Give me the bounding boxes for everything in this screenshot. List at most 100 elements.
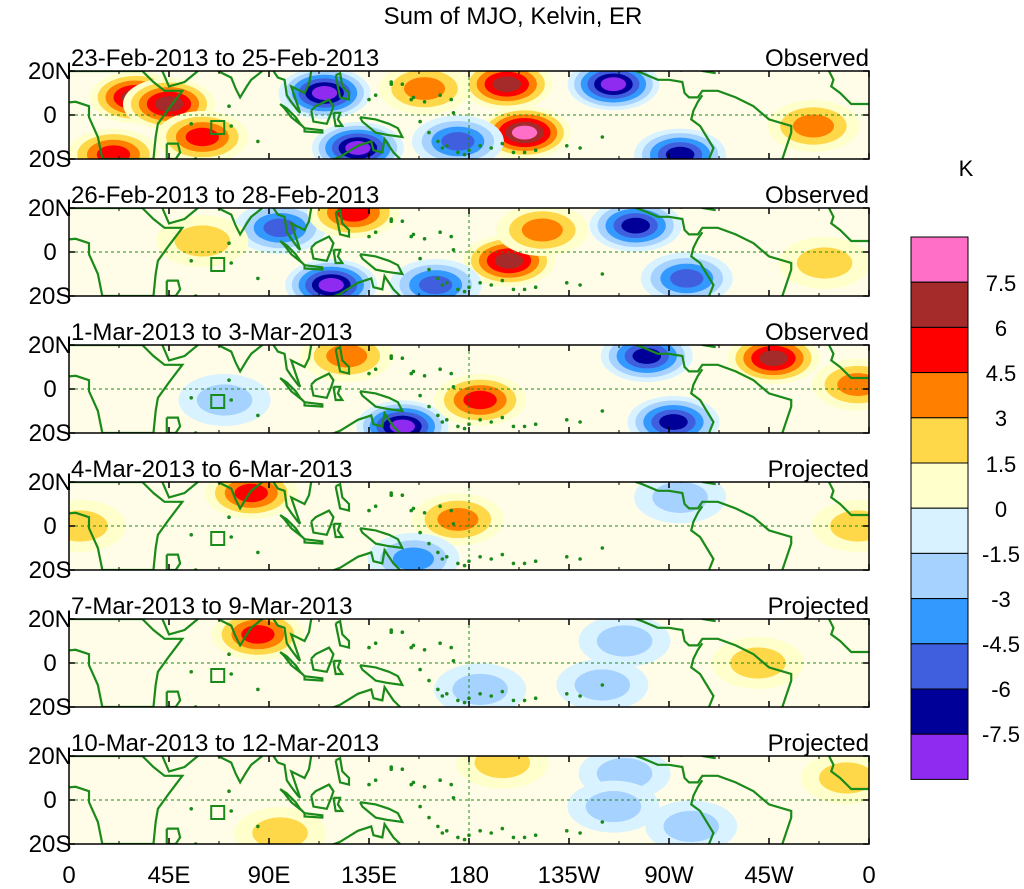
island	[189, 533, 194, 537]
island	[373, 641, 378, 645]
panel-date-range: 23-Feb-2013 to 25-Feb-2013	[71, 45, 379, 72]
x-tick-label: 0	[62, 862, 75, 889]
island	[489, 694, 494, 698]
island	[511, 287, 516, 292]
island	[373, 778, 378, 782]
coastline	[332, 796, 345, 813]
region-box-marker	[210, 257, 226, 272]
island	[436, 550, 440, 555]
coastline	[689, 368, 715, 433]
island	[440, 831, 445, 835]
island	[533, 148, 538, 152]
colorbar-swatch	[910, 598, 969, 645]
anomaly-field	[156, 208, 869, 296]
coastline	[310, 646, 335, 674]
colorbar-swatch	[910, 688, 969, 735]
anomaly-contour	[437, 507, 479, 531]
anomaly-contour	[234, 483, 268, 503]
island	[438, 778, 442, 782]
island	[367, 782, 371, 787]
island	[229, 124, 234, 128]
colorbar-label: -4.5	[982, 632, 1020, 657]
island	[533, 833, 538, 837]
x-tick-label: 45W	[744, 862, 794, 889]
coastline	[165, 416, 182, 433]
coastline	[69, 619, 185, 707]
anomaly-contour	[96, 145, 131, 159]
island	[522, 698, 527, 703]
island	[462, 563, 467, 568]
coastline	[161, 482, 199, 499]
island	[256, 824, 260, 829]
island	[389, 767, 394, 771]
colorbar-swatch	[910, 462, 969, 509]
anomaly-contour	[792, 114, 834, 138]
coastlines	[69, 71, 869, 159]
colorbar-label: 7.5	[986, 271, 1017, 296]
x-tick-label: 135W	[538, 862, 601, 889]
coastline	[303, 127, 324, 134]
island	[440, 420, 445, 424]
island	[511, 698, 516, 703]
coastline	[161, 756, 199, 773]
anomaly-contour	[474, 756, 531, 779]
coastlines	[69, 756, 869, 844]
y-tick-label: 20S	[29, 694, 72, 721]
island	[478, 692, 482, 696]
x-tick-label: 0	[862, 862, 875, 889]
coastline	[334, 619, 351, 650]
island	[229, 672, 234, 676]
island	[478, 418, 482, 422]
colorbar-swatch	[910, 417, 969, 464]
x-tick-label: 90E	[248, 862, 291, 889]
anomaly-contour	[596, 625, 653, 657]
island	[409, 645, 414, 650]
anomaly-contour	[600, 77, 627, 92]
coastline	[359, 664, 405, 687]
island	[451, 796, 456, 800]
island	[422, 511, 427, 515]
island	[400, 767, 405, 771]
island	[456, 561, 460, 566]
island	[462, 837, 467, 842]
island	[533, 422, 538, 427]
island	[564, 144, 569, 148]
coastline	[272, 482, 313, 525]
island	[227, 241, 231, 245]
island	[522, 287, 527, 292]
island	[444, 829, 449, 833]
coastline	[161, 619, 199, 636]
coastline	[320, 684, 401, 707]
coastline	[828, 208, 869, 243]
island	[451, 659, 456, 663]
island	[411, 780, 416, 785]
coastline	[689, 642, 715, 707]
island	[444, 555, 449, 559]
coastline	[165, 279, 182, 296]
y-tick-label: 0	[43, 239, 56, 266]
island	[438, 230, 442, 234]
coastline	[272, 208, 313, 251]
island	[389, 219, 394, 223]
island	[436, 687, 440, 692]
panel-status: Observed	[765, 182, 869, 209]
coastline	[217, 756, 264, 785]
anomaly-contour	[652, 482, 708, 513]
coastline	[165, 553, 182, 570]
coastline	[334, 482, 351, 513]
island	[189, 807, 194, 811]
island	[227, 789, 231, 793]
colorbar-label: 0	[995, 497, 1007, 522]
coastline	[680, 619, 716, 623]
island	[511, 561, 516, 566]
island	[438, 367, 442, 372]
island	[478, 555, 482, 559]
anomaly-contour	[463, 390, 497, 410]
region-box-marker	[210, 394, 226, 409]
anomaly-contour	[585, 791, 642, 823]
island	[456, 287, 460, 292]
anomaly-contour	[392, 547, 434, 570]
island	[456, 698, 460, 703]
island	[438, 641, 442, 645]
